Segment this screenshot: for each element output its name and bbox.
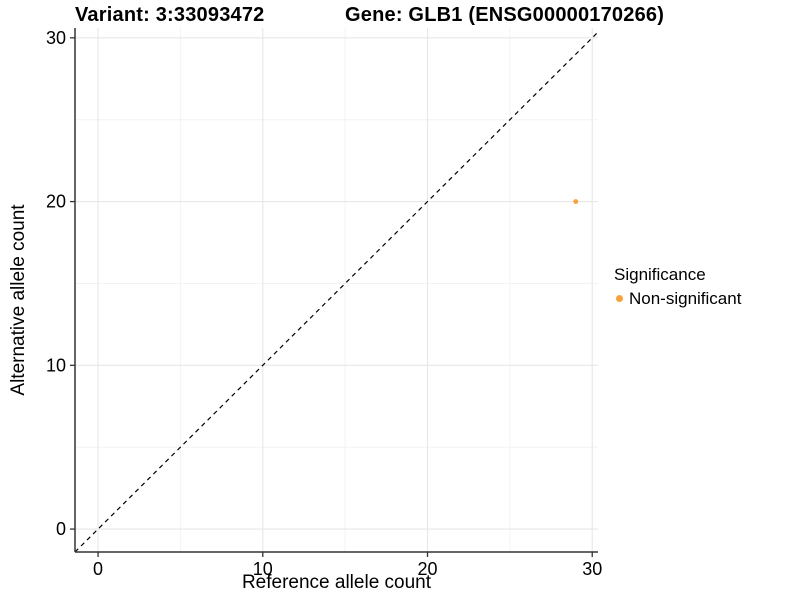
x-tick-label: 20 (417, 559, 437, 579)
y-tick-label: 10 (46, 355, 66, 375)
legend-entries: Non-significant (613, 290, 741, 307)
legend-title: Significance (614, 265, 706, 284)
y-axis-label: Alternative allele count (8, 204, 29, 396)
y-tick-label: 0 (56, 519, 66, 539)
y-tick-label: 30 (46, 28, 66, 48)
gene-title: Gene: GLB1 (ENSG00000170266) (345, 4, 665, 26)
legend-point-icon (616, 295, 623, 302)
x-axis-label: Reference allele count (241, 572, 432, 593)
x-tick-label: 10 (253, 559, 273, 579)
data-point (573, 199, 579, 204)
x-tick-label: 30 (582, 559, 602, 579)
variant-title: Variant: 3:33093472 (75, 4, 265, 26)
y-tick-label: 20 (46, 192, 66, 212)
legend: Significance Non-significant (613, 265, 741, 307)
identity-line (74, 31, 599, 553)
legend-entry-label: Non-significant (629, 289, 742, 308)
legend-entry: Non-significant (613, 290, 741, 307)
x-tick-label: 0 (93, 559, 103, 579)
